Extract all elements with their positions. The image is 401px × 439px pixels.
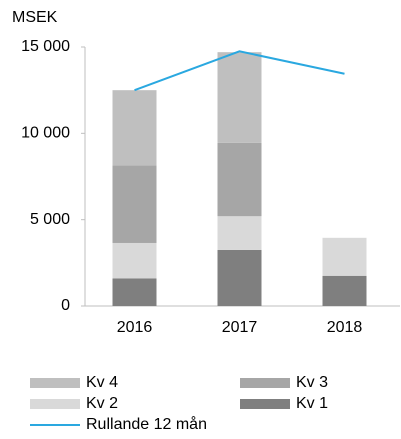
bar-segment <box>112 242 157 279</box>
legend-swatch <box>240 378 290 388</box>
bar-segment <box>112 278 157 306</box>
x-tick-label: 2017 <box>222 319 258 336</box>
bar-segment <box>217 52 262 143</box>
legend-label: Kv 1 <box>296 395 328 412</box>
legend-swatch <box>30 378 80 388</box>
bar-segment <box>112 165 157 243</box>
legend-label: Kv 4 <box>86 374 118 391</box>
bar-segment <box>112 90 157 166</box>
legend-label: Kv 3 <box>296 374 328 391</box>
y-tick-label: 0 <box>61 297 70 314</box>
legend-swatch <box>240 399 290 409</box>
bar-segment <box>217 216 262 250</box>
bar-segment <box>217 142 262 217</box>
y-axis-label: MSEK <box>12 9 58 26</box>
bar-segment <box>322 275 367 306</box>
bar-segment <box>322 237 367 276</box>
legend-label: Rullande 12 mån <box>86 415 207 433</box>
x-tick-label: 2016 <box>117 319 153 336</box>
legend-label: Kv 2 <box>86 395 118 412</box>
y-tick-label: 5 000 <box>30 211 70 228</box>
x-tick-label: 2018 <box>327 319 363 336</box>
bar-segment <box>217 249 262 306</box>
line <box>134 50 345 92</box>
legend-swatch <box>30 399 80 409</box>
y-tick-label: 10 000 <box>21 125 70 142</box>
y-tick-label: 15 000 <box>21 38 70 55</box>
